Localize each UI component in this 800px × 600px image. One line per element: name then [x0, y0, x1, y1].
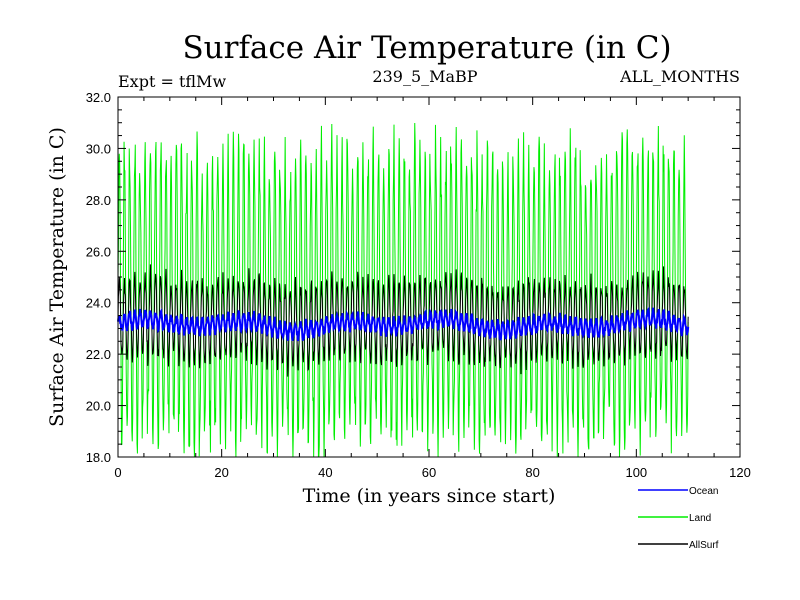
x-tick-label: 120 [729, 465, 751, 480]
series-line-land [117, 122, 689, 458]
y-tick-label: 28.0 [86, 193, 111, 208]
x-tick-label: 40 [318, 465, 332, 480]
series-line-ocean [117, 306, 690, 342]
x-tick-label: 100 [625, 465, 647, 480]
x-tick-label: 60 [422, 465, 436, 480]
legend-label-ocean: Ocean [689, 486, 718, 497]
legend-label-land: Land [689, 513, 711, 524]
y-tick-label: 18.0 [86, 450, 111, 465]
y-axis-label: Surface Air Temperature (in C) [46, 127, 68, 427]
legend-label-allsurf: AllSurf [689, 540, 719, 551]
y-tick-label: 26.0 [86, 244, 111, 259]
y-tick-label: 20.0 [86, 399, 111, 414]
series-layer [117, 122, 690, 458]
y-tick-label: 24.0 [86, 296, 111, 311]
y-tick-label: 32.0 [86, 90, 111, 105]
chart-title: Surface Air Temperature (in C) [182, 30, 671, 66]
experiment-label: Expt = tflMw [118, 72, 226, 91]
x-axis-label: Time (in years since start) [303, 485, 556, 507]
series-line-allsurf [117, 264, 689, 377]
y-tick-label: 30.0 [86, 141, 111, 156]
x-tick-label: 0 [114, 465, 121, 480]
legend: Ocean Land AllSurf [638, 486, 719, 551]
months-label: ALL_MONTHS [619, 67, 740, 86]
x-tick-label: 80 [525, 465, 539, 480]
period-label: 239_5_MaBP [372, 67, 477, 86]
y-tick-label: 22.0 [86, 347, 111, 362]
x-tick-label: 20 [214, 465, 228, 480]
ticks-layer: 0 20 40 60 80 100 120 18.0 20.0 22.0 24.0 26.0 28.0 3… [86, 90, 751, 480]
